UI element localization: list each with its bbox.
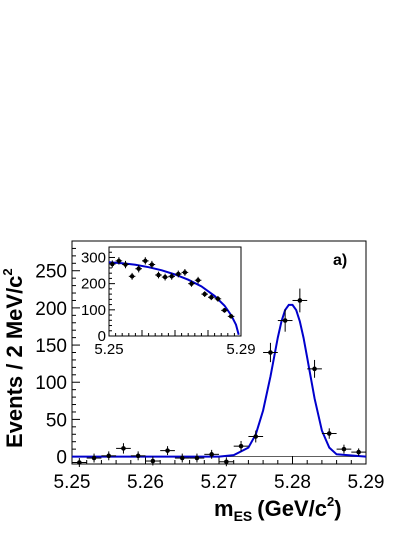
data-point xyxy=(341,446,347,452)
inset-data-point xyxy=(202,291,207,297)
inset-data-point xyxy=(209,295,214,300)
inset-y-tick-label: 200 xyxy=(81,276,106,293)
fit-line xyxy=(72,303,367,458)
inset-y-tick-label: 300 xyxy=(81,249,106,266)
inset-data-point xyxy=(189,281,194,286)
inset-data-point xyxy=(136,266,141,271)
inset-x-tick-label: 5.25 xyxy=(94,341,123,358)
data-point xyxy=(106,453,112,459)
y-tick-label: 0 xyxy=(56,448,67,469)
x-tick-label: 5.28 xyxy=(274,472,311,493)
data-point xyxy=(356,449,361,455)
inset-data-point xyxy=(149,262,155,267)
y-tick-label: 200 xyxy=(35,299,67,320)
x-axis-title-sub: ES xyxy=(234,508,253,524)
inset-data-point xyxy=(156,272,161,278)
data-point xyxy=(253,434,259,439)
data-point xyxy=(209,452,214,457)
inset-border xyxy=(108,246,242,337)
data-point xyxy=(326,431,332,436)
inset-data-point xyxy=(195,278,201,283)
inset-y-tick-label: 0 xyxy=(98,328,106,345)
data-point xyxy=(297,298,303,303)
inset-data-point xyxy=(162,274,168,280)
x-axis-title: mES (GeV/c2) xyxy=(214,494,342,524)
y-axis-title-main: Events / 2 MeV/c xyxy=(2,276,27,448)
panel-label: a) xyxy=(333,252,347,269)
main-data-points xyxy=(72,288,366,467)
inset-background xyxy=(108,246,242,337)
data-point xyxy=(121,446,126,451)
data-point xyxy=(135,453,141,459)
main-fit-curve xyxy=(72,303,367,458)
inset-data-point xyxy=(110,261,115,267)
x-axis-title-exp: 2 xyxy=(327,494,334,509)
data-point xyxy=(165,448,170,453)
y-axis-title-exp: 2 xyxy=(0,268,15,275)
main-axis-ticks: 5.25 5.26 5.27 5.28 5.29 0 50 100 150 200 250 xyxy=(35,247,385,493)
data-point xyxy=(77,460,82,465)
y-tick-label: 100 xyxy=(35,373,67,394)
inset-data-point xyxy=(222,308,227,313)
inset-data-point xyxy=(116,258,122,264)
inset-data-point xyxy=(182,270,188,275)
y-tick-label: 50 xyxy=(46,410,67,431)
data-point xyxy=(312,366,317,372)
inset-data-point xyxy=(129,274,135,279)
inset-data-point xyxy=(215,296,221,302)
inset-data-point xyxy=(228,314,234,319)
data-point xyxy=(282,318,288,323)
inset-data-point xyxy=(143,258,148,264)
y-axis-title: Events / 2 MeV/c2 xyxy=(0,268,27,448)
data-point xyxy=(91,455,97,461)
x-tick-label: 5.27 xyxy=(201,472,238,493)
x-tick-label: 5.29 xyxy=(348,472,385,493)
y-tick-label: 250 xyxy=(35,262,67,283)
inset-data-point xyxy=(169,274,174,279)
x-axis-title-close: ) xyxy=(334,496,341,521)
data-point xyxy=(238,443,244,449)
data-point xyxy=(179,455,185,461)
x-tick-label: 5.26 xyxy=(127,472,164,493)
inset-data-points xyxy=(109,257,235,319)
data-point xyxy=(224,459,229,465)
data-point xyxy=(268,350,273,355)
inset-axis-ticks: 5.25 5.29 0 100 200 300 xyxy=(81,249,256,358)
x-axis-title-units: (GeV/c xyxy=(257,496,327,521)
data-point xyxy=(194,455,200,461)
inset-data-point xyxy=(123,262,128,267)
y-tick-label: 150 xyxy=(35,336,67,357)
inset-x-tick-label: 5.29 xyxy=(226,341,255,358)
inset-data-point xyxy=(176,271,181,277)
data-point xyxy=(150,458,156,464)
x-tick-label: 5.25 xyxy=(54,472,91,493)
inset-y-tick-label: 100 xyxy=(81,302,106,319)
x-axis-title-main: m xyxy=(214,496,234,521)
